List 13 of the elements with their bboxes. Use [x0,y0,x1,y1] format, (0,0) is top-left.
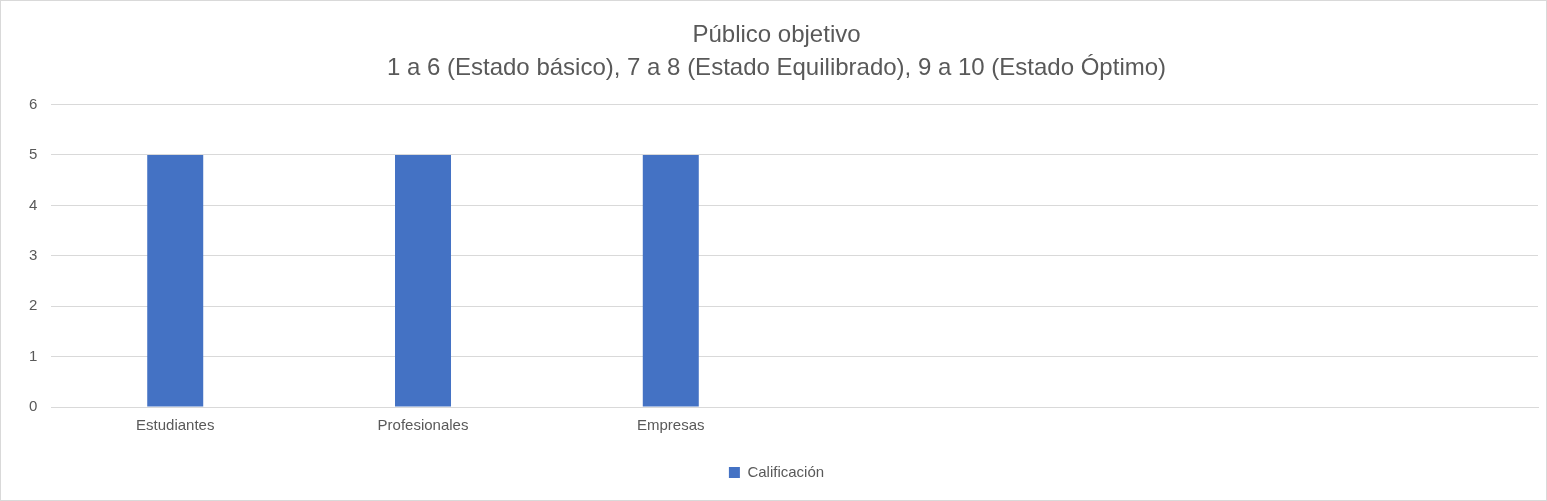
y-tick-label: 0 [29,397,38,415]
y-tick-label: 4 [29,195,38,213]
x-tick-label: Profesionales [377,416,469,434]
y-tick-label: 5 [29,145,38,163]
x-tick-label: Estudiantes [136,416,215,434]
legend-label: Calificación [747,462,825,480]
y-tick-label: 3 [29,245,38,263]
y-tick-label: 6 [29,94,38,112]
chart-title: Público objetivo [692,20,861,48]
chart-subtitle: 1 a 6 (Estado básico), 7 a 8 (Estado Equilibrado), 9 a 10 (Estado Óptimo) [386,52,1167,80]
y-tick-label: 1 [29,346,38,364]
x-tick-label: Empresas [637,416,705,434]
y-tick-label: 2 [29,296,38,314]
